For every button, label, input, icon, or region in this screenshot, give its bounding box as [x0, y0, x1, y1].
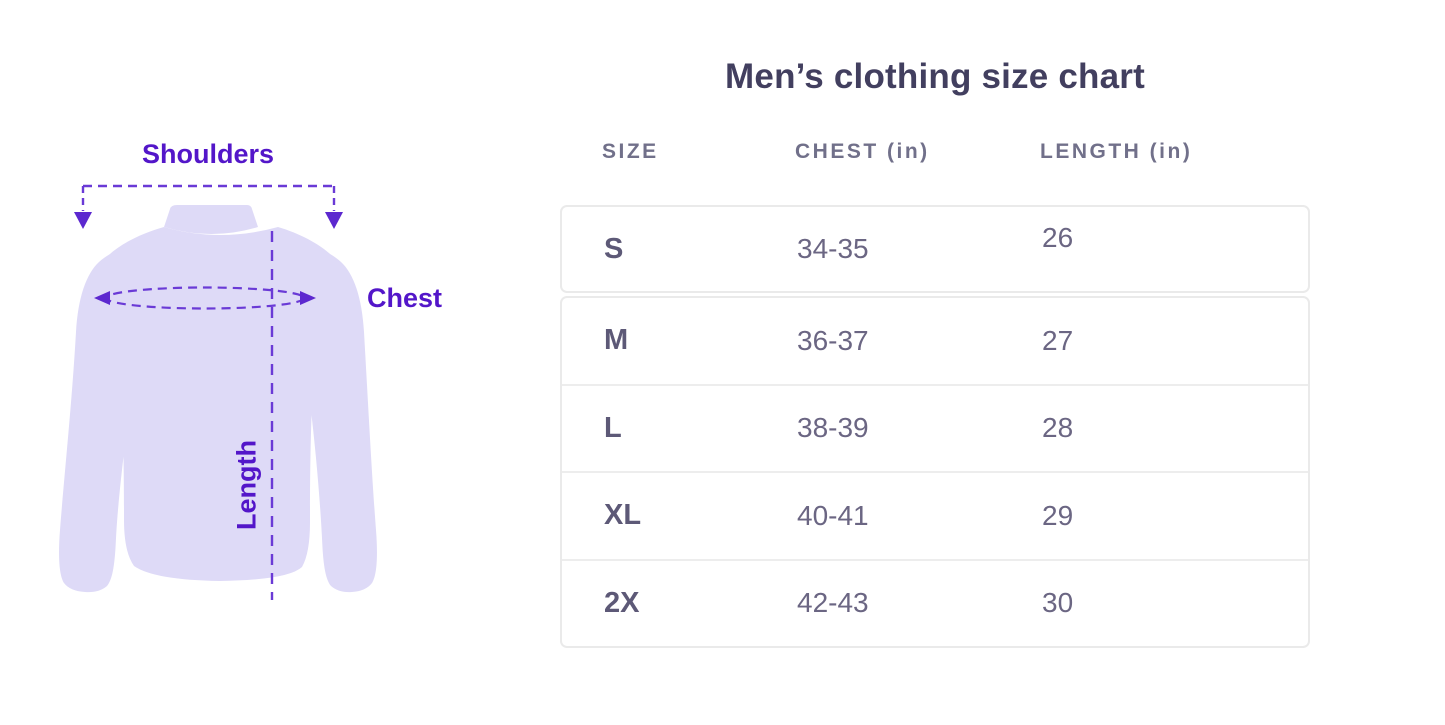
- size-cell: 2X: [604, 586, 640, 619]
- table-header: SIZE CHEST (in) LENGTH (in): [560, 140, 1310, 164]
- length-label: Length: [231, 440, 262, 530]
- chest-arrow-right: [300, 291, 316, 305]
- shirt-collar: [164, 205, 258, 234]
- chest-cell: 36-37: [797, 324, 869, 356]
- column-header-chest: CHEST (in): [795, 140, 930, 163]
- column-header-size: SIZE: [602, 140, 659, 163]
- shoulders-arrow-left: [74, 212, 92, 229]
- chest-label: Chest: [367, 283, 443, 313]
- table-row: S 34-35 26: [562, 207, 1308, 291]
- size-cell: L: [604, 411, 622, 444]
- chest-cell: 38-39: [797, 412, 869, 444]
- chest-arrow-left: [94, 291, 110, 305]
- length-cell: 30: [1042, 587, 1074, 619]
- shoulders-arrow-right: [325, 212, 343, 229]
- table-row: XL 40-41 29: [562, 471, 1308, 559]
- page-title: Men’s clothing size chart: [725, 57, 1145, 96]
- length-cell: 28: [1042, 412, 1074, 444]
- size-cell: S: [604, 232, 624, 265]
- length-cell: 26: [1042, 222, 1074, 253]
- shirt-right-sleeve: [270, 231, 377, 593]
- chest-cell: 42-43: [797, 587, 869, 619]
- table-row: M 36-37 27: [562, 298, 1308, 384]
- shoulders-measure-line: [81, 184, 336, 211]
- shirt-body: [95, 227, 345, 581]
- table-row: L 38-39 28: [562, 383, 1308, 472]
- length-cell: 27: [1042, 324, 1074, 356]
- table-box-other-rows: M 36-37 27 L 38-39 28 XL 40-41 29 2X 42-43 30: [560, 296, 1310, 648]
- size-cell: M: [604, 324, 629, 357]
- size-cell: XL: [604, 499, 642, 532]
- shirt-diagram: [59, 184, 377, 600]
- shoulders-label: Shoulders: [141, 139, 275, 169]
- table-row: 2X 42-43 30: [562, 558, 1308, 647]
- chest-cell: 40-41: [797, 499, 869, 531]
- shirt-left-sleeve: [59, 231, 172, 593]
- table-box-first-row: S 34-35 26: [560, 205, 1310, 293]
- length-cell: 29: [1042, 499, 1074, 531]
- column-header-length: LENGTH (in): [1040, 140, 1193, 163]
- chest-cell: 34-35: [797, 233, 869, 264]
